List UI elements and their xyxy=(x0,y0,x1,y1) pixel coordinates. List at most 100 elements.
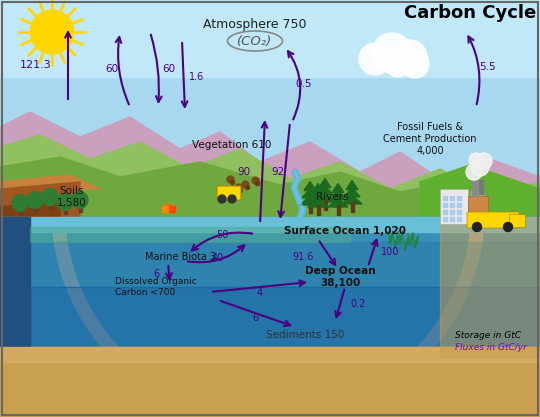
Text: 90: 90 xyxy=(237,167,250,177)
Circle shape xyxy=(503,223,512,231)
Text: 4: 4 xyxy=(257,288,263,298)
Polygon shape xyxy=(0,175,100,189)
Circle shape xyxy=(469,153,483,167)
Polygon shape xyxy=(0,347,540,417)
Polygon shape xyxy=(0,0,540,77)
Text: Deep Ocean
38,100: Deep Ocean 38,100 xyxy=(305,266,375,288)
Polygon shape xyxy=(0,242,540,287)
Polygon shape xyxy=(420,165,540,217)
Polygon shape xyxy=(0,0,540,217)
Text: 100: 100 xyxy=(381,247,400,257)
Bar xyxy=(457,217,461,221)
Circle shape xyxy=(469,153,483,167)
Bar xyxy=(78,205,82,212)
Polygon shape xyxy=(300,196,320,205)
Polygon shape xyxy=(0,287,540,357)
Text: 6: 6 xyxy=(154,269,160,279)
Bar xyxy=(443,203,447,207)
Ellipse shape xyxy=(42,188,58,206)
Polygon shape xyxy=(0,199,60,217)
Bar xyxy=(316,205,320,215)
Text: Storage in GtC: Storage in GtC xyxy=(455,331,521,339)
FancyBboxPatch shape xyxy=(467,212,519,228)
Polygon shape xyxy=(315,193,335,202)
Text: (CO₂): (CO₂) xyxy=(238,35,273,48)
Text: 50: 50 xyxy=(216,230,228,240)
Text: Fossil Fuels &
Cement Production
4,000: Fossil Fuels & Cement Production 4,000 xyxy=(383,123,477,156)
Polygon shape xyxy=(0,217,540,232)
Polygon shape xyxy=(0,182,80,217)
Bar xyxy=(18,208,22,215)
Text: Rivers: Rivers xyxy=(316,192,348,202)
Ellipse shape xyxy=(27,191,43,208)
Text: Dissolved Organic
Carbon <700: Dissolved Organic Carbon <700 xyxy=(115,277,197,297)
Bar xyxy=(33,205,37,212)
Bar xyxy=(472,178,477,196)
Polygon shape xyxy=(440,217,540,357)
Polygon shape xyxy=(304,181,316,191)
Ellipse shape xyxy=(72,191,88,208)
Text: 40: 40 xyxy=(212,253,224,263)
Polygon shape xyxy=(312,183,324,193)
Text: 121.3: 121.3 xyxy=(21,60,52,70)
Polygon shape xyxy=(332,183,344,193)
Text: 60: 60 xyxy=(162,64,175,74)
Text: 5.5: 5.5 xyxy=(479,62,496,72)
Bar xyxy=(350,202,354,212)
Bar xyxy=(443,196,447,200)
Text: 6: 6 xyxy=(252,313,258,323)
Circle shape xyxy=(471,158,489,176)
Bar xyxy=(443,217,447,221)
Text: 92: 92 xyxy=(272,167,285,177)
Text: Soils
1,580: Soils 1,580 xyxy=(57,186,87,208)
Text: Marine Biota 3: Marine Biota 3 xyxy=(145,252,216,262)
Polygon shape xyxy=(0,217,30,357)
Circle shape xyxy=(385,51,411,77)
FancyBboxPatch shape xyxy=(510,214,525,228)
Polygon shape xyxy=(0,217,540,357)
Polygon shape xyxy=(328,198,348,207)
Bar xyxy=(323,200,327,210)
Polygon shape xyxy=(0,347,540,362)
FancyBboxPatch shape xyxy=(468,196,488,221)
Bar xyxy=(49,202,51,209)
Polygon shape xyxy=(0,157,540,217)
Polygon shape xyxy=(319,178,331,188)
Circle shape xyxy=(401,50,429,78)
Circle shape xyxy=(228,195,236,203)
Text: Sediments 150: Sediments 150 xyxy=(266,330,344,340)
Polygon shape xyxy=(310,191,326,200)
Bar xyxy=(308,203,312,213)
Circle shape xyxy=(472,223,482,231)
Bar xyxy=(443,210,447,214)
FancyBboxPatch shape xyxy=(217,186,241,200)
Circle shape xyxy=(218,195,226,203)
Circle shape xyxy=(359,43,391,75)
Circle shape xyxy=(30,10,74,54)
FancyBboxPatch shape xyxy=(440,189,468,224)
Bar xyxy=(457,203,461,207)
Polygon shape xyxy=(0,112,540,217)
Bar xyxy=(457,210,461,214)
Bar xyxy=(64,207,66,214)
Text: Vegetation 610: Vegetation 610 xyxy=(192,140,272,150)
Text: 1.6: 1.6 xyxy=(189,72,204,82)
Polygon shape xyxy=(346,181,358,190)
Polygon shape xyxy=(302,189,318,198)
Ellipse shape xyxy=(12,195,28,211)
Text: Surface Ocean 1,020: Surface Ocean 1,020 xyxy=(284,226,406,236)
Text: 60: 60 xyxy=(105,64,118,74)
Polygon shape xyxy=(317,186,333,195)
Bar xyxy=(457,196,461,200)
Text: 0.5: 0.5 xyxy=(295,79,312,89)
Polygon shape xyxy=(308,198,328,207)
Ellipse shape xyxy=(57,193,73,211)
Circle shape xyxy=(372,33,412,73)
Text: Atmosphere 750: Atmosphere 750 xyxy=(203,18,307,30)
Circle shape xyxy=(476,153,492,169)
Text: 0.2: 0.2 xyxy=(350,299,366,309)
Bar xyxy=(450,210,454,214)
Circle shape xyxy=(393,40,427,74)
Text: Carbon Cycle: Carbon Cycle xyxy=(404,4,536,22)
Text: Fluxes in GtC/yr: Fluxes in GtC/yr xyxy=(455,342,527,352)
